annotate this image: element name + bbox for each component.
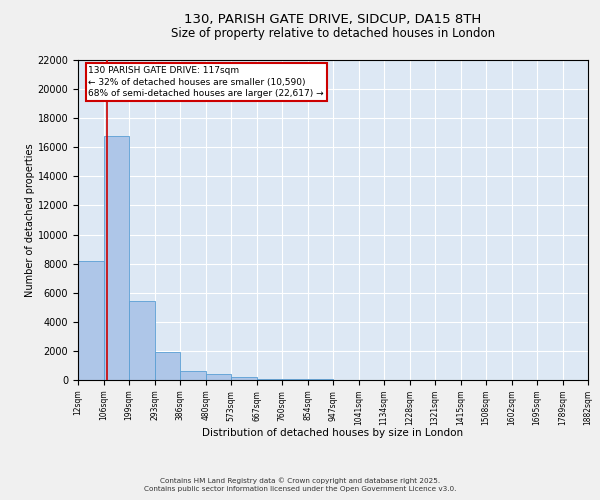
Bar [78,262,104,380]
Bar [282,379,308,380]
Text: 130, PARISH GATE DRIVE, SIDCUP, DA15 8TH: 130, PARISH GATE DRIVE, SIDCUP, DA15 8TH [184,12,482,26]
Text: Contains HM Land Registry data © Crown copyright and database right 2025.
Contai: Contains HM Land Registry data © Crown c… [144,478,456,492]
Y-axis label: Number of detached properties: Number of detached properties [25,143,35,297]
Bar [231,377,257,380]
Text: Size of property relative to detached houses in London: Size of property relative to detached ho… [171,28,495,40]
Bar [155,352,180,380]
Bar [104,136,129,380]
Text: 130 PARISH GATE DRIVE: 117sqm
← 32% of detached houses are smaller (10,590)
68% : 130 PARISH GATE DRIVE: 117sqm ← 32% of d… [88,66,324,98]
Bar [180,370,206,380]
X-axis label: Distribution of detached houses by size in London: Distribution of detached houses by size … [202,428,464,438]
Bar [129,300,155,380]
Bar [257,378,282,380]
Bar [206,374,231,380]
